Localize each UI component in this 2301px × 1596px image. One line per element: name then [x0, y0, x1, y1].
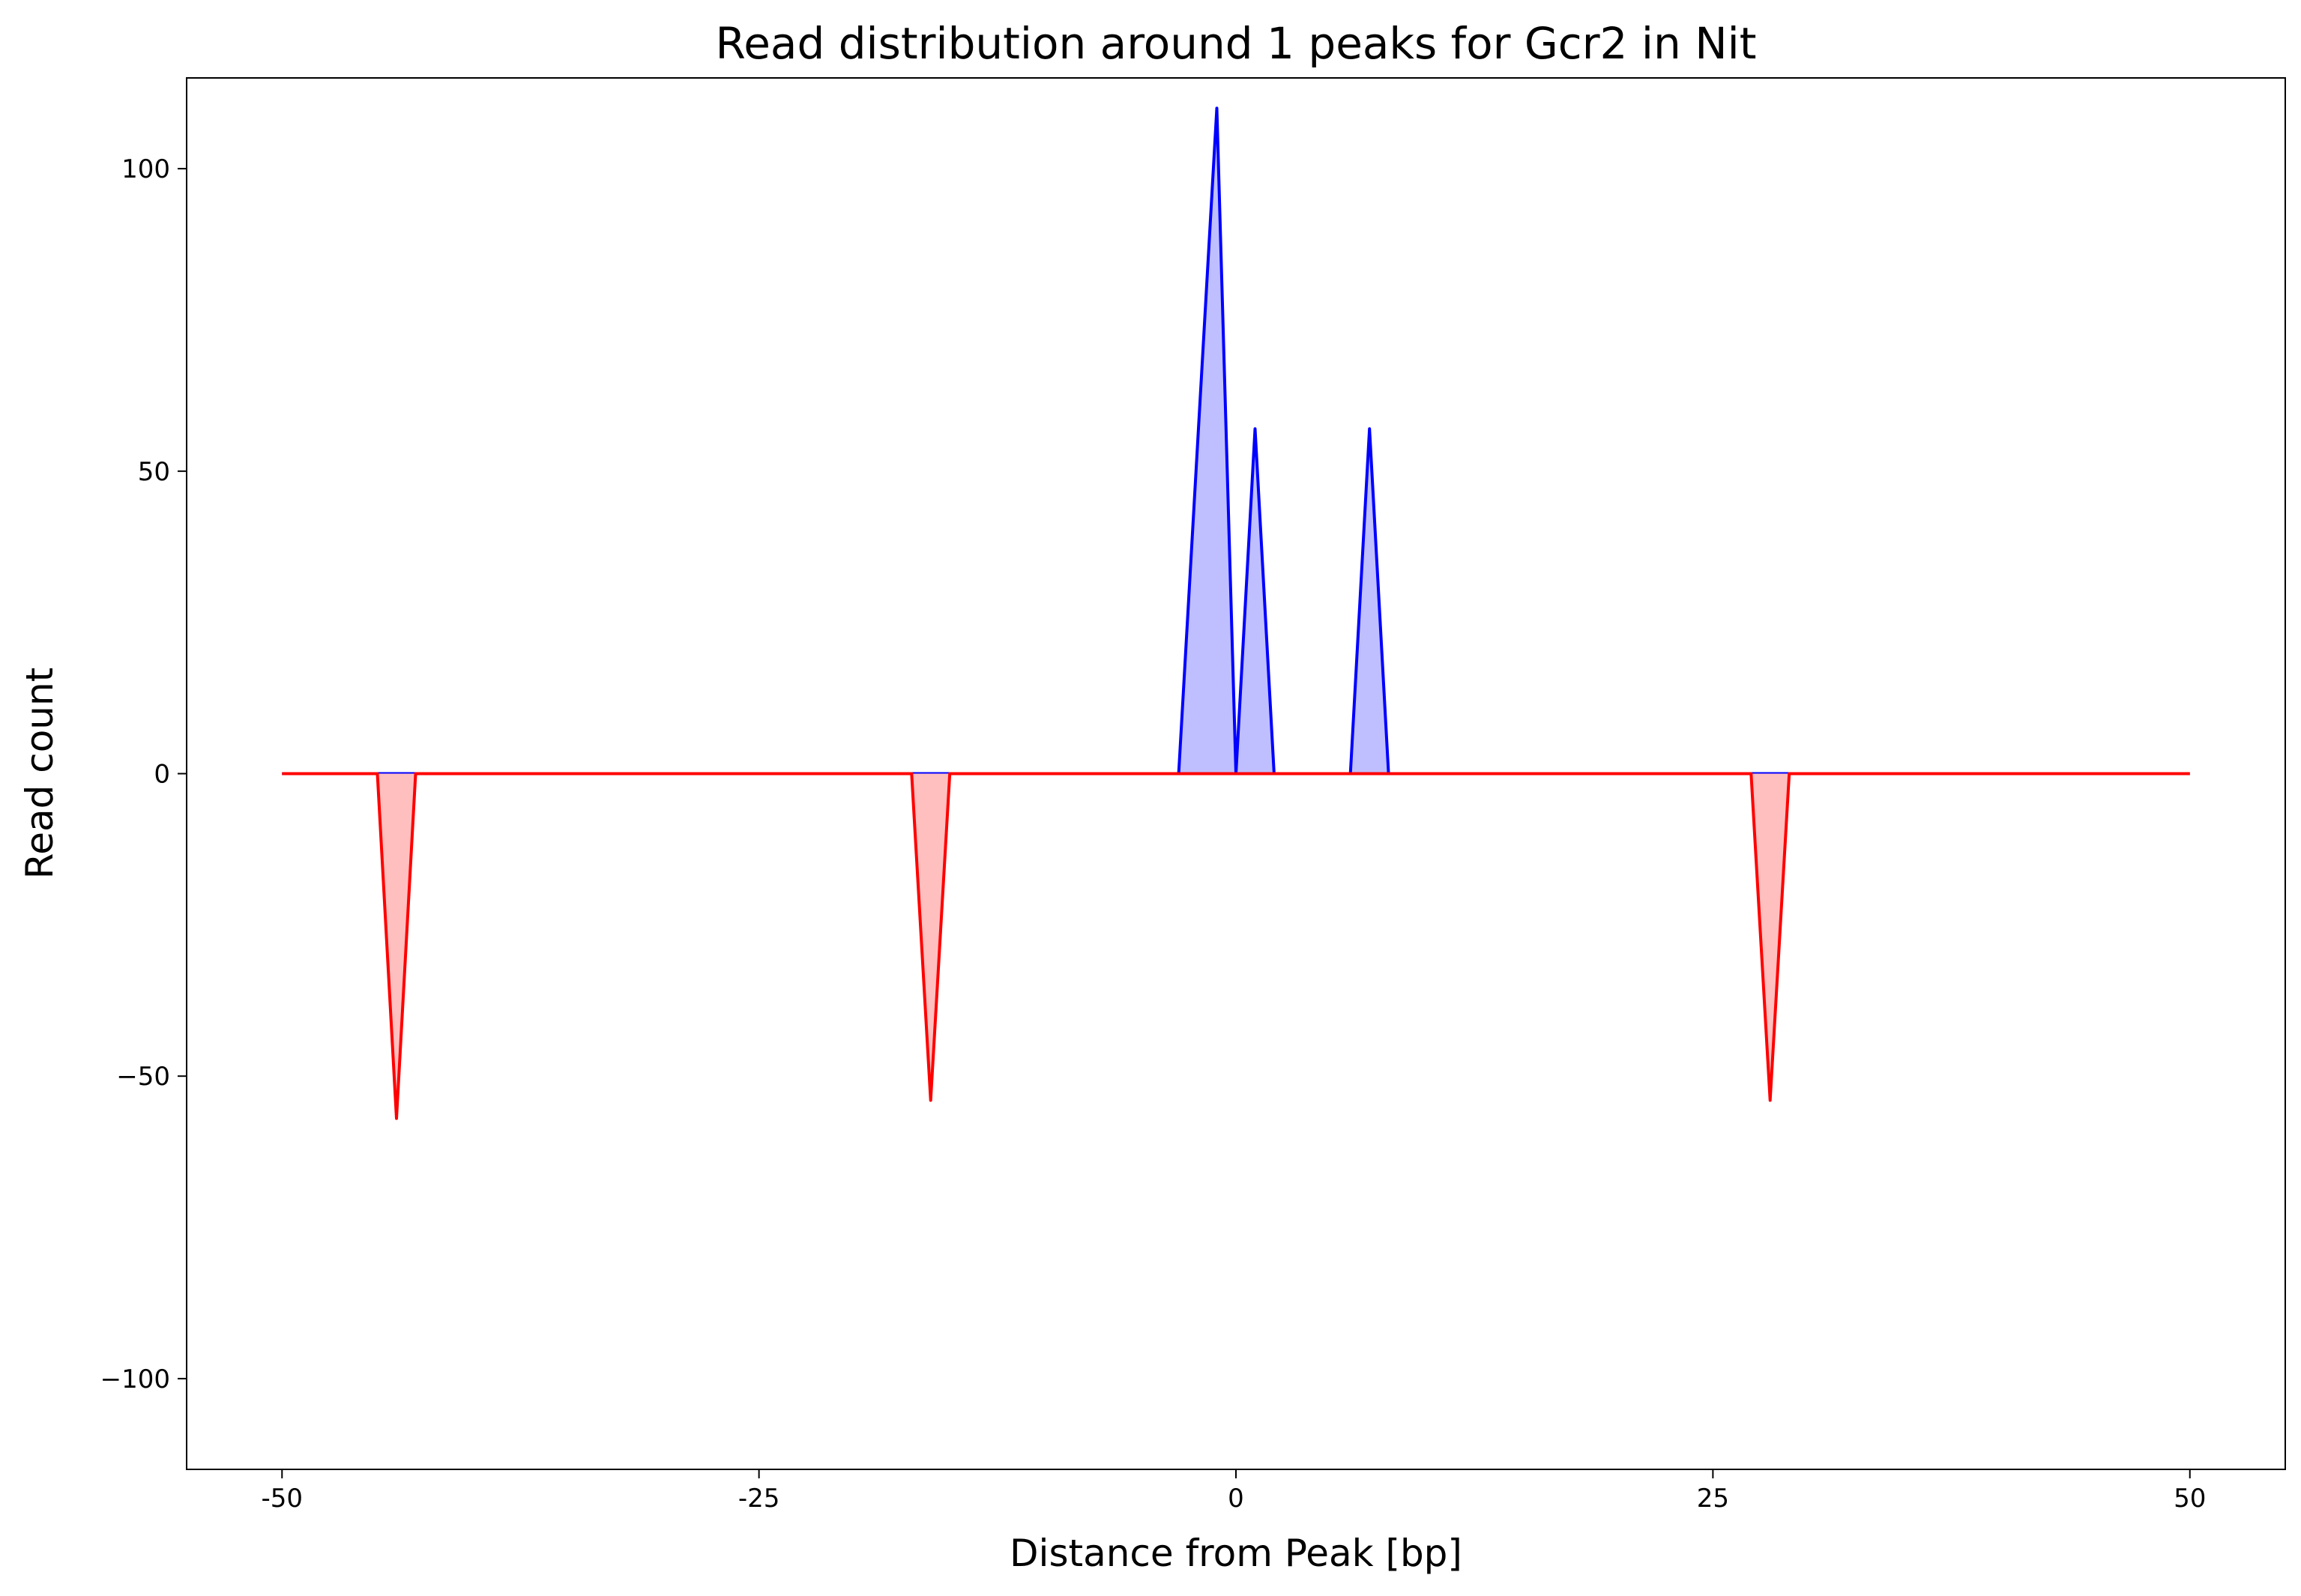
y-tick-label: 0 — [154, 760, 170, 790]
x-tick-label: -25 — [738, 1484, 780, 1514]
y-tick-label: −50 — [116, 1062, 170, 1092]
chart-title: Read distribution around 1 peaks for Gcr… — [716, 18, 1757, 69]
x-tick-label: -50 — [261, 1484, 303, 1514]
x-tick-label: 0 — [1228, 1484, 1244, 1514]
series-layer — [282, 106, 2190, 1120]
x-axis: -50 -25 0 25 50 — [261, 1469, 2206, 1514]
x-tick-label: 50 — [2174, 1484, 2206, 1514]
y-tick-label: 100 — [121, 154, 170, 184]
forward-strand-line — [282, 106, 2190, 776]
y-axis-label: Read count — [18, 668, 61, 880]
x-tick-label: 25 — [1697, 1484, 1729, 1514]
reverse-strand-line — [282, 772, 2190, 1120]
y-axis: 100 50 0 −50 −100 — [100, 154, 187, 1394]
y-tick-label: −100 — [100, 1364, 170, 1394]
x-axis-label: Distance from Peak [bp] — [1010, 1532, 1462, 1575]
y-tick-label: 50 — [138, 457, 170, 487]
